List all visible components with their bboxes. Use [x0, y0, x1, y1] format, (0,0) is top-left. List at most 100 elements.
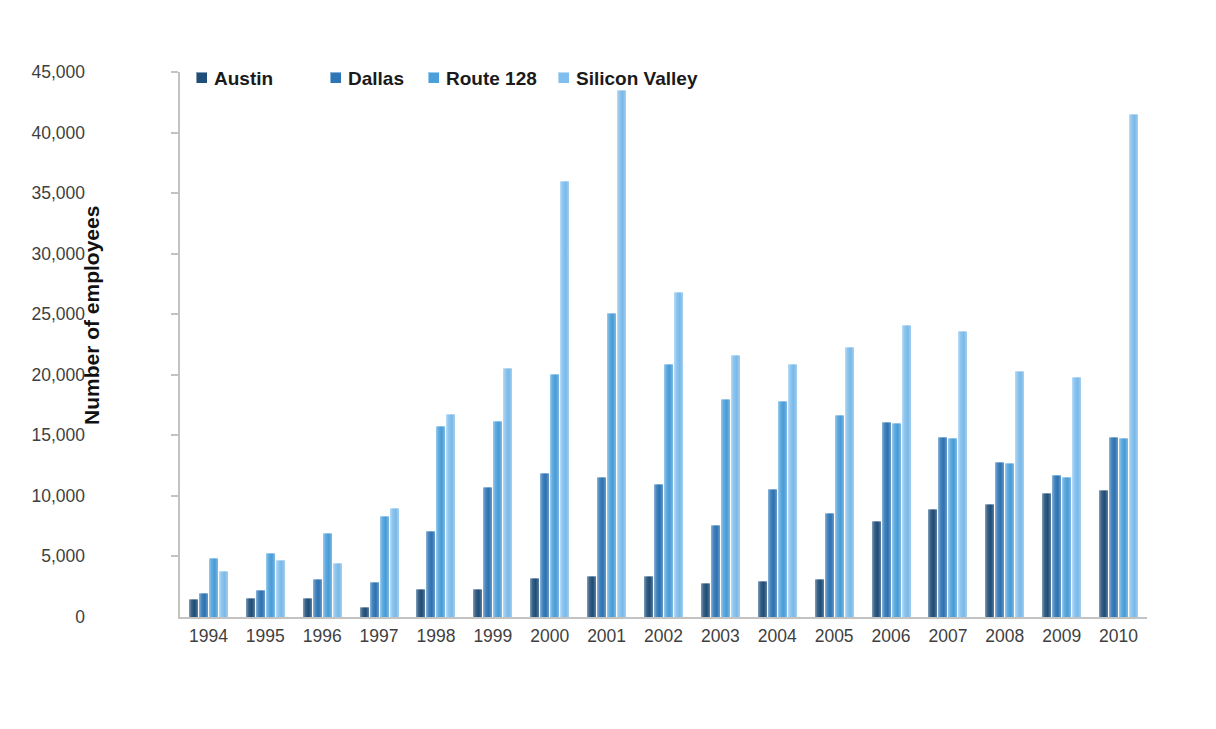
x-tick-label-1994: 1994 — [189, 626, 228, 647]
x-tick-label-2001: 2001 — [587, 626, 626, 647]
bar-dallas-1995 — [256, 590, 265, 617]
bar-route-128-2002 — [664, 364, 673, 617]
bar-austin-2000 — [530, 578, 539, 617]
bar-route-128-1995 — [266, 553, 275, 617]
bar-route-128-2003 — [721, 399, 730, 617]
bar-route-128-2009 — [1062, 477, 1071, 617]
y-tick-label-35000: 35,000 — [31, 183, 85, 204]
bar-austin-2005 — [815, 579, 824, 617]
bar-dallas-2007 — [938, 437, 947, 617]
bar-series-container — [180, 72, 1147, 617]
bar-group-2002 — [644, 292, 683, 617]
bar-route-128-2010 — [1119, 438, 1128, 617]
y-tick-label-20000: 20,000 — [31, 364, 85, 385]
bar-dallas-2001 — [597, 477, 606, 617]
bar-route-128-2004 — [778, 401, 787, 617]
x-tick-label-2009: 2009 — [1042, 626, 1081, 647]
bar-silicon-valley-1997 — [390, 508, 399, 617]
bar-dallas-1996 — [313, 579, 322, 617]
bar-austin-2001 — [587, 576, 596, 617]
bar-silicon-valley-2002 — [674, 292, 683, 617]
bar-route-128-2001 — [607, 313, 616, 617]
bar-chart-figure: Number of employees AustinDallasRoute 12… — [0, 0, 1216, 729]
bar-group-2005 — [815, 347, 854, 617]
x-tick-label-2007: 2007 — [928, 626, 967, 647]
bar-silicon-valley-2004 — [788, 364, 797, 617]
bar-austin-2003 — [701, 583, 710, 617]
bar-silicon-valley-2000 — [560, 181, 569, 617]
bar-dallas-2008 — [995, 462, 1004, 617]
bar-silicon-valley-2009 — [1072, 377, 1081, 617]
bar-austin-1998 — [416, 589, 425, 617]
x-tick-label-1995: 1995 — [246, 626, 285, 647]
bar-dallas-2000 — [540, 473, 549, 617]
x-tick-label-1997: 1997 — [360, 626, 399, 647]
bar-group-2001 — [587, 90, 626, 617]
bar-dallas-1997 — [370, 582, 379, 617]
x-tick-label-1998: 1998 — [417, 626, 456, 647]
bar-austin-1995 — [246, 598, 255, 617]
plot-area: AustinDallasRoute 128Silicon Valley 05,0… — [178, 72, 1147, 619]
bar-route-128-2006 — [892, 423, 901, 617]
bar-group-1998 — [416, 414, 455, 617]
bar-dallas-2010 — [1109, 437, 1118, 617]
bar-group-2009 — [1042, 377, 1081, 617]
y-tick-mark — [171, 132, 178, 134]
x-tick-label-2010: 2010 — [1099, 626, 1138, 647]
x-tick-label-2006: 2006 — [872, 626, 911, 647]
y-tick-mark — [171, 374, 178, 376]
bar-dallas-2005 — [825, 513, 834, 617]
bar-route-128-2000 — [550, 374, 559, 617]
y-tick-mark — [171, 253, 178, 255]
bar-group-2007 — [928, 331, 967, 617]
bar-route-128-1994 — [209, 558, 218, 617]
bar-silicon-valley-2005 — [845, 347, 854, 617]
y-tick-mark — [171, 495, 178, 497]
bar-austin-1996 — [303, 598, 312, 617]
bar-group-1994 — [189, 558, 228, 617]
y-tick-mark — [171, 555, 178, 557]
y-tick-label-25000: 25,000 — [31, 304, 85, 325]
x-axis: 1994199519961997199819992000200120022003… — [180, 617, 1147, 657]
x-tick-label-1996: 1996 — [303, 626, 342, 647]
y-tick-label-30000: 30,000 — [31, 243, 85, 264]
bar-silicon-valley-1999 — [503, 368, 512, 617]
y-tick-label-10000: 10,000 — [31, 485, 85, 506]
bar-group-1997 — [360, 508, 399, 617]
bar-dallas-2003 — [711, 525, 720, 617]
bar-group-2006 — [872, 325, 911, 617]
bar-silicon-valley-2006 — [902, 325, 911, 617]
y-tick-mark — [171, 192, 178, 194]
y-tick-label-15000: 15,000 — [31, 425, 85, 446]
bar-austin-1994 — [189, 599, 198, 617]
bar-austin-2008 — [985, 504, 994, 617]
x-tick-label-2008: 2008 — [985, 626, 1024, 647]
y-tick-label-45000: 45,000 — [31, 62, 85, 83]
y-tick-mark — [171, 434, 178, 436]
bar-route-128-1998 — [436, 426, 445, 617]
bar-dallas-1994 — [199, 593, 208, 617]
bar-silicon-valley-1998 — [446, 414, 455, 617]
y-axis-title: Number of employees — [80, 265, 104, 425]
bar-austin-2002 — [644, 576, 653, 617]
x-tick-label-2005: 2005 — [815, 626, 854, 647]
y-tick-label-0: 0 — [75, 607, 85, 628]
bar-group-1999 — [473, 368, 512, 617]
bar-dallas-2006 — [882, 422, 891, 617]
bar-group-1996 — [303, 533, 342, 617]
bar-route-128-2008 — [1005, 463, 1014, 617]
bar-route-128-1999 — [493, 421, 502, 617]
bar-group-2008 — [985, 371, 1024, 617]
y-tick-label-5000: 5,000 — [41, 546, 85, 567]
bar-dallas-2004 — [768, 489, 777, 617]
x-tick-label-2003: 2003 — [701, 626, 740, 647]
bar-silicon-valley-1996 — [333, 563, 342, 618]
bar-group-2000 — [530, 181, 569, 617]
x-tick-label-1999: 1999 — [473, 626, 512, 647]
x-tick-label-2000: 2000 — [530, 626, 569, 647]
bar-austin-2009 — [1042, 493, 1051, 617]
bar-austin-1997 — [360, 607, 369, 617]
bar-route-128-2005 — [835, 415, 844, 617]
bar-group-2010 — [1099, 114, 1138, 617]
bar-austin-1999 — [473, 589, 482, 617]
